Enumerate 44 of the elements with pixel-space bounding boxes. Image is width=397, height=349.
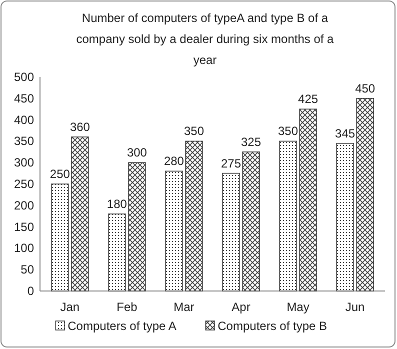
y-tick-label: 100 xyxy=(14,241,34,256)
data-label: 180 xyxy=(106,196,128,211)
data-label: 250 xyxy=(50,167,70,181)
y-tick-label: 150 xyxy=(14,220,34,234)
bar xyxy=(108,214,126,292)
bar xyxy=(299,108,317,292)
y-tick-label: 400 xyxy=(14,112,34,127)
data-label: 275 xyxy=(220,156,242,170)
bar xyxy=(336,142,354,292)
bar xyxy=(128,162,146,292)
bar xyxy=(51,184,69,292)
y-tick-label: 350 xyxy=(14,134,34,148)
data-label: 350 xyxy=(278,124,298,138)
data-label: 350 xyxy=(184,124,204,138)
y-tick-label: 450 xyxy=(14,91,34,106)
data-label: 360 xyxy=(70,120,90,134)
bar xyxy=(279,140,297,292)
legend-label: Computers of type B xyxy=(218,319,328,333)
data-label: 300 xyxy=(126,146,148,160)
y-tick-label: 0 xyxy=(27,284,34,298)
y-tick-label: 200 xyxy=(14,198,34,212)
bar xyxy=(71,136,89,292)
bar xyxy=(356,98,374,292)
x-tick-label: Apr xyxy=(232,300,250,314)
x-tick-label: Jun xyxy=(345,300,365,314)
x-tick-label: Feb xyxy=(116,300,138,314)
x-tick-label: Jan xyxy=(60,300,80,314)
y-tick-label: 50 xyxy=(20,262,34,277)
data-label: 450 xyxy=(355,81,376,96)
bar xyxy=(222,172,240,292)
x-tick-label: Mar xyxy=(174,300,194,314)
data-label: 325 xyxy=(241,134,262,149)
data-label: 280 xyxy=(164,154,184,168)
x-tick-label: May xyxy=(286,300,310,314)
bar xyxy=(185,140,203,292)
y-tick-label: 300 xyxy=(14,156,34,170)
y-tick-label: 250 xyxy=(14,177,34,191)
y-tick-label: 500 xyxy=(14,70,34,84)
bar xyxy=(165,170,183,292)
data-label: 345 xyxy=(335,126,356,140)
chart-title: Number of computers of typeA and type B of a company sold by a dealer during six months of a year xyxy=(76,11,334,67)
data-label: 425 xyxy=(298,92,318,106)
bar xyxy=(242,152,260,292)
legend-label: Computers of type A xyxy=(68,319,176,333)
